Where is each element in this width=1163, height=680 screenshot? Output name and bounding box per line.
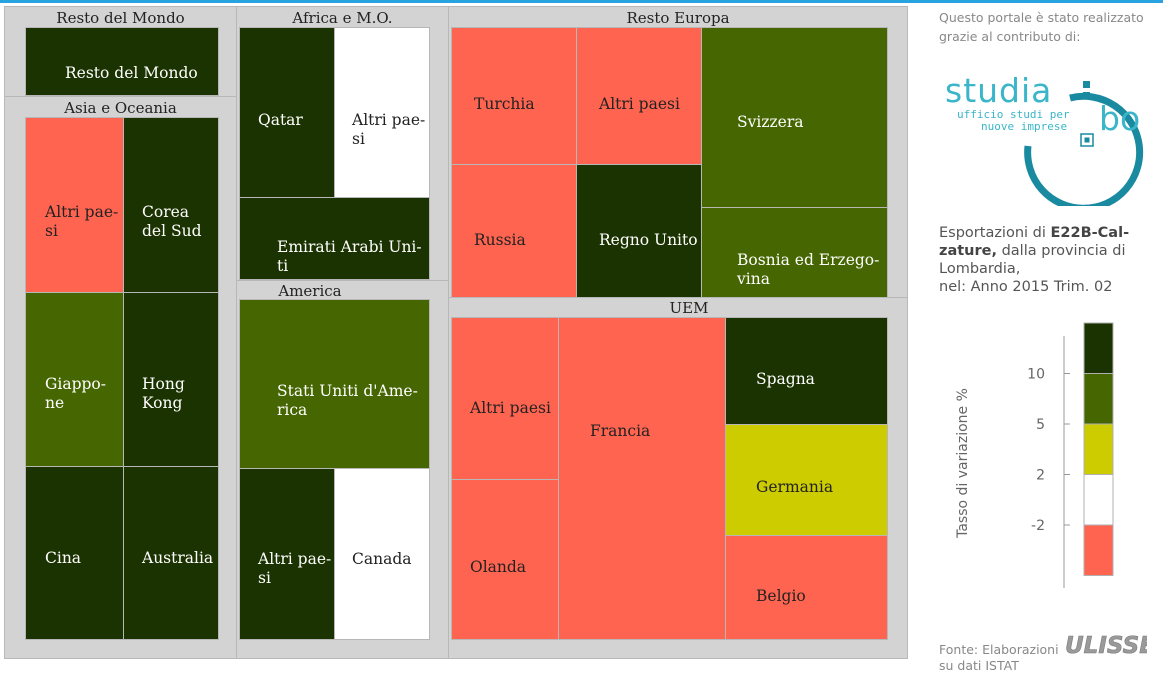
group-uem: UEM Altri paesi Francia Spagna Germania … — [448, 297, 908, 659]
ulisse-text: ULISSE — [1065, 633, 1147, 659]
cell-corea-del-sud[interactable]: Corea del Sud — [123, 117, 219, 293]
color-legend: Tasso di variazione % 10 5 2 -2 — [955, 322, 1114, 588]
cell-bosnia-ed-erzegovina[interactable]: Bosnia ed Erzego- vina — [701, 207, 888, 299]
desc-product: E22B-Cal- zature, — [939, 225, 1130, 259]
logo-dot — [1083, 92, 1090, 99]
legend-tick-label: 10 — [1027, 367, 1045, 383]
cell-stati-uniti[interactable]: Stati Uniti d'Ame- rica — [239, 299, 430, 469]
cell-label: Turchia — [474, 95, 535, 113]
logo-tagline: nuove imprese — [981, 120, 1067, 133]
legend-title: Tasso di variazione % — [955, 388, 971, 539]
group-title: Asia e Oceania — [64, 99, 177, 117]
cell-hong-kong[interactable]: Hong Kong — [123, 292, 219, 467]
cell-label: Belgio — [756, 587, 806, 605]
cell-label: Canada — [352, 550, 412, 568]
legend-tick-label: 2 — [1036, 468, 1045, 484]
cell-turchia[interactable]: Turchia — [451, 27, 577, 165]
cell-label: Regno Unito — [599, 231, 698, 249]
cell-label: Altri paesi — [599, 95, 680, 113]
legend-band — [1083, 423, 1114, 475]
cell-altri-paesi-america[interactable]: Altri pae- si — [239, 468, 335, 640]
cell-giappone[interactable]: Giappo- ne — [25, 292, 124, 467]
logo-square — [1080, 133, 1094, 147]
legend-band — [1083, 322, 1114, 374]
cell-label: Resto del Mondo — [65, 64, 198, 82]
logo-text: studia — [945, 71, 1052, 110]
cell-belgio[interactable]: Belgio — [725, 535, 888, 640]
legend-tick-label: -2 — [1031, 518, 1045, 534]
cell-canada[interactable]: Canada — [334, 468, 430, 640]
group-africa-e-mo: Africa e M.O. Qatar Altri pae- si Emirat… — [236, 6, 449, 281]
sidebar: Questo portale è stato realizzato grazie… — [915, 0, 1163, 680]
logo-suffix: bo — [1099, 99, 1140, 138]
cell-olanda[interactable]: Olanda — [451, 479, 559, 640]
cell-francia[interactable]: Francia — [558, 317, 726, 640]
cell-label: Cina — [45, 549, 82, 567]
logo-arc — [1024, 92, 1144, 206]
cell-altri-paesi-asia[interactable]: Altri pae- si — [25, 117, 124, 293]
group-resto-del-mondo: Resto del Mondo Resto del Mondo — [4, 6, 237, 97]
source-note: Fonte: Elaborazioni su dati ISTAT — [939, 642, 1059, 673]
group-title: America — [278, 282, 342, 300]
legend-bands — [1083, 322, 1114, 576]
logo-square-inner — [1084, 137, 1090, 143]
legend-band — [1083, 474, 1114, 526]
cell-label: Qatar — [258, 111, 303, 129]
cell-label: Hong Kong — [142, 375, 185, 412]
cell-label: Olanda — [470, 558, 527, 576]
cell-label: Russia — [474, 231, 526, 249]
cell-label: Altri pae- si — [258, 550, 332, 587]
group-asia-e-oceania: Asia e Oceania Altri pae- si Corea del S… — [4, 96, 237, 659]
treemap-chart: Resto del Mondo Resto del Mondo Asia e O… — [4, 6, 908, 659]
cell-regno-unito[interactable]: Regno Unito — [576, 164, 702, 299]
cell-label: Germania — [756, 478, 834, 496]
cell-qatar[interactable]: Qatar — [239, 27, 335, 198]
credit-text: Questo portale è stato realizzato grazie… — [939, 10, 1144, 44]
cell-australia[interactable]: Australia — [123, 466, 219, 640]
desc-prefix: Esportazioni di — [939, 225, 1051, 241]
group-title: Resto Europa — [626, 9, 730, 27]
cell-label: Giappo- ne — [45, 375, 106, 412]
legend-band — [1083, 373, 1114, 425]
group-title: Resto del Mondo — [56, 9, 185, 27]
cell-russia[interactable]: Russia — [451, 164, 577, 299]
group-title: Africa e M.O. — [292, 9, 393, 27]
desc-rest: dalla provincia di Lombardia, nel: Anno … — [939, 243, 1126, 295]
studiabo-logo[interactable]: studia ufficio studi per nuove imprese b… — [945, 46, 1155, 206]
cell-cina[interactable]: Cina — [25, 466, 124, 640]
cell-label: Francia — [590, 422, 651, 440]
ulisse-logo[interactable]: ULISSE — [1063, 626, 1147, 662]
logo-tagline: ufficio studi per — [957, 108, 1070, 121]
cell-label: Bosnia ed Erzego- vina — [737, 251, 880, 288]
cell-emirati-arabi-uniti[interactable]: Emirati Arabi Uni- ti — [239, 197, 430, 280]
cell-label: Emirati Arabi Uni- ti — [277, 238, 422, 275]
cell-altri-paesi-europa[interactable]: Altri paesi — [576, 27, 702, 165]
top-accent-bar — [0, 0, 1163, 3]
group-america: America Stati Uniti d'Ame- rica Altri pa… — [236, 280, 449, 659]
group-title: UEM — [669, 299, 709, 317]
chart-description: Esportazioni di E22B-Cal- zature, dalla … — [939, 224, 1159, 296]
cell-altri-paesi-africa[interactable]: Altri pae- si — [334, 27, 430, 198]
cell-label: Corea del Sud — [142, 203, 202, 240]
cell-label: Spagna — [756, 370, 815, 388]
cell-label: Stati Uniti d'Ame- rica — [277, 382, 418, 419]
cell-germania[interactable]: Germania — [725, 424, 888, 536]
legend-tick-label: 5 — [1036, 417, 1045, 433]
cell-label: Australia — [142, 549, 214, 567]
group-resto-europa: Resto Europa Turchia Altri paesi Svizzer… — [448, 6, 908, 299]
cell-label: Altri pae- si — [45, 203, 119, 240]
legend-band — [1083, 524, 1114, 576]
cell-label: Svizzera — [737, 113, 804, 131]
cell-resto-del-mondo[interactable]: Resto del Mondo — [25, 27, 219, 96]
cell-svizzera[interactable]: Svizzera — [701, 27, 888, 208]
cell-altri-paesi-uem[interactable]: Altri paesi — [451, 317, 559, 480]
cell-label: Altri pae- si — [352, 111, 426, 148]
cell-label: Altri paesi — [470, 399, 551, 417]
legend-ticks: 10 5 2 -2 — [1027, 367, 1070, 534]
cell-spagna[interactable]: Spagna — [725, 317, 888, 425]
logo-dot — [1083, 81, 1090, 88]
